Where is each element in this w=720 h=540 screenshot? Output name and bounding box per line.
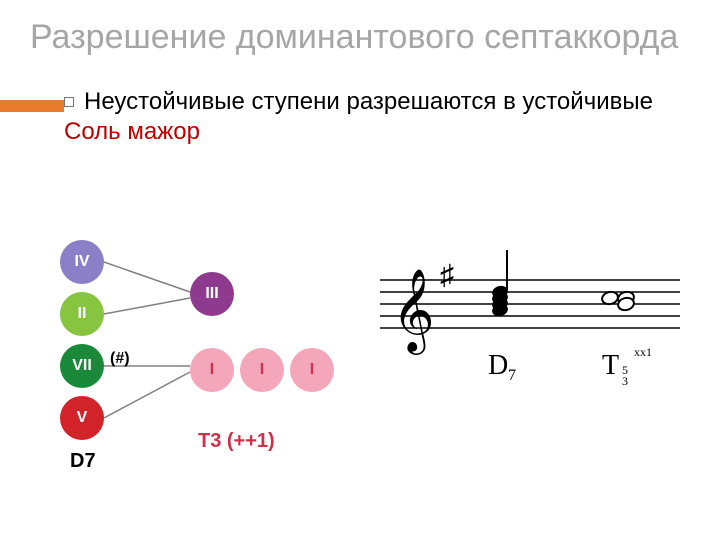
sharp-annotation: (#) [110,350,130,368]
degree-right-0: III [190,272,234,316]
degree-right-2: I [240,348,284,392]
d7-label: D7 [70,450,96,473]
accent-bar [0,100,64,112]
svg-text:xx1: xx1 [634,345,652,359]
music-svg: 𝄞♯ D7 T53 xx1 [380,250,700,450]
degree-left-0: IV [60,240,104,284]
slide-title: Разрешение доминантового септаккорда [30,18,690,57]
resolution-diagram: (#) D7 T3 (++1) IVIIVIIVIIIIII [40,230,350,490]
bullet-marker [64,97,74,107]
svg-text:𝄞: 𝄞 [392,269,435,355]
degree-left-2: VII [60,344,104,388]
svg-text:53: 53 [622,363,628,388]
t3-label: T3 (++1) [198,430,275,453]
svg-text:7: 7 [508,367,516,384]
svg-text:♯: ♯ [440,259,454,290]
svg-text:T: T [602,350,619,381]
body-text: Неустойчивые ступени разрешаются в устой… [0,63,720,147]
music-notation: 𝄞♯ D7 T53 xx1 [380,250,700,450]
svg-text:D: D [488,350,508,381]
degree-left-3: V [60,396,104,440]
degree-left-1: II [60,292,104,336]
body-highlight: Соль мажор [64,118,200,145]
degree-right-3: I [290,348,334,392]
body-lead: Неустойчивые ступени разрешаются в устой… [84,88,653,115]
degree-right-1: I [190,348,234,392]
